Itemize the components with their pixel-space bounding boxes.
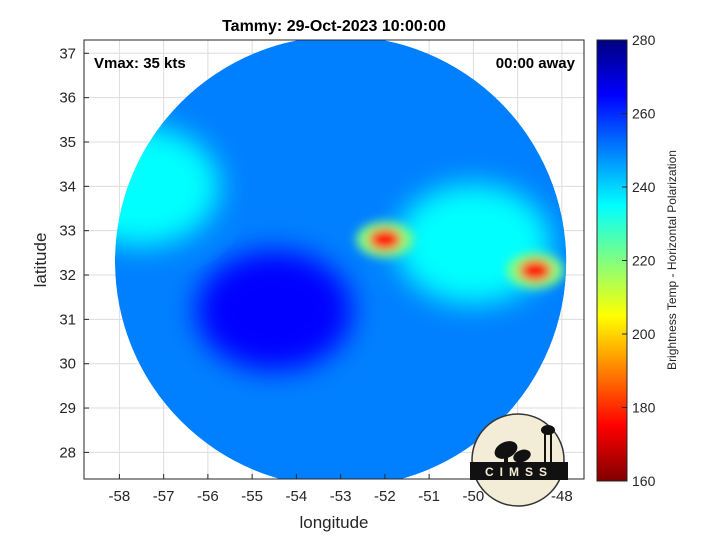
x-tick-label: -56 [197, 488, 219, 505]
swath-background [114, 40, 567, 479]
y-tick-label: 29 [59, 400, 76, 417]
cimss-logo-text: CIMSS [485, 465, 553, 479]
x-tick-label: -58 [109, 488, 131, 505]
y-axis-label: latitude [31, 233, 50, 288]
y-tick-label: 35 [59, 134, 76, 151]
x-tick-label: -54 [286, 488, 308, 505]
x-tick-label: -52 [374, 488, 396, 505]
y-axis: 28 29 30 31 32 33 34 35 36 37 [59, 45, 89, 461]
colorbar: 160 180 200 220 240 260 280 Brightness Temp - … [596, 32, 679, 489]
x-tick-label: -48 [551, 488, 573, 505]
swath-feature [196, 250, 353, 371]
colorbar-tick-label: 240 [632, 179, 656, 195]
x-axis-label: longitude [299, 513, 368, 532]
swath-image [114, 40, 567, 479]
x-tick-label: -51 [418, 488, 440, 505]
colorbar-tick-label: 220 [632, 253, 656, 269]
colorbar-tick-label: 200 [632, 326, 656, 342]
y-tick-label: 36 [59, 90, 76, 107]
swath-feature [114, 126, 220, 247]
cimss-logo: CIMSS [470, 413, 568, 507]
colorbar-label: Brightness Temp - Horizontal Polarizatio… [665, 150, 679, 370]
colorbar-tick-label: 280 [632, 32, 656, 48]
chart-title: Tammy: 29-Oct-2023 10:00:00 [222, 18, 446, 35]
colorbar-tick-label: 260 [632, 106, 656, 122]
y-tick-label: 37 [59, 45, 76, 62]
y-tick-label: 31 [59, 311, 76, 328]
time-away-annotation: 00:00 away [496, 55, 576, 72]
y-tick-label: 32 [59, 267, 76, 284]
x-tick-label: -57 [153, 488, 175, 505]
swath-feature-core [368, 228, 402, 251]
y-tick-label: 28 [59, 444, 76, 461]
colorbar-tick-label: 160 [632, 473, 656, 489]
y-tick-label: 33 [59, 223, 76, 240]
x-tick-label: -50 [463, 488, 485, 505]
colorbar-tick-label: 180 [632, 400, 656, 416]
vmax-annotation: Vmax: 35 kts [94, 55, 186, 72]
x-tick-label: -53 [330, 488, 352, 505]
axes-frame [83, 39, 585, 480]
x-tick-label: -55 [241, 488, 263, 505]
y-tick-label: 34 [59, 178, 76, 195]
y-tick-label: 30 [59, 356, 76, 373]
swath-feature-core [519, 259, 552, 282]
